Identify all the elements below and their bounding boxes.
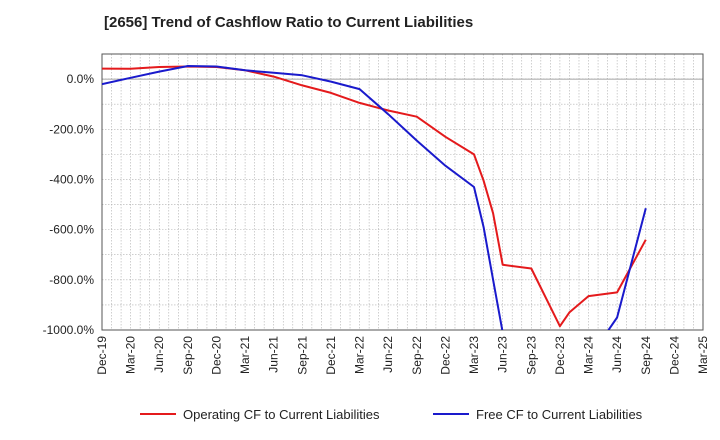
legend-label: Free CF to Current Liabilities <box>476 407 643 422</box>
x-tick-label: Sep-21 <box>295 336 309 375</box>
x-tick-label: Jun-23 <box>496 336 510 373</box>
plot-area <box>102 54 703 330</box>
series-group <box>102 65 647 330</box>
x-tick-label: Dec-24 <box>667 336 681 375</box>
y-tick-label: -400.0% <box>49 172 94 186</box>
y-tick-label: -200.0% <box>49 122 94 136</box>
x-tick-label: Mar-21 <box>238 336 252 374</box>
x-tick-label: Sep-24 <box>639 336 653 375</box>
y-tick-label: -1000.0% <box>43 323 95 337</box>
x-tick-label: Dec-22 <box>438 336 452 375</box>
x-tick-label: Dec-20 <box>209 336 223 375</box>
x-tick-label: Mar-25 <box>696 336 710 374</box>
plot-border <box>101 53 704 331</box>
x-tick-label: Sep-22 <box>410 336 424 375</box>
y-tick-label: -600.0% <box>49 223 94 237</box>
y-tick-label: -800.0% <box>49 273 94 287</box>
x-tick-label: Jun-20 <box>152 336 166 373</box>
series-line-free-cf <box>102 65 647 330</box>
chart-title: [2656] Trend of Cashflow Ratio to Curren… <box>104 14 474 31</box>
x-tick-label: Mar-24 <box>582 336 596 374</box>
x-tick-label: Dec-21 <box>324 336 338 375</box>
x-tick-label: Jun-24 <box>610 336 624 373</box>
legend-label: Operating CF to Current Liabilities <box>183 407 380 422</box>
x-tick-label: Dec-19 <box>95 336 109 375</box>
x-tick-label: Mar-23 <box>467 336 481 374</box>
x-tick-label: Mar-20 <box>124 336 138 374</box>
x-tick-label: Mar-22 <box>353 336 367 374</box>
y-tick-label: 0.0% <box>67 72 95 86</box>
x-tick-label: Jun-21 <box>267 336 281 373</box>
x-tick-label: Dec-23 <box>553 336 567 375</box>
x-tick-label: Sep-23 <box>524 336 538 375</box>
x-tick-label: Jun-22 <box>381 336 395 373</box>
x-tick-label: Sep-20 <box>181 336 195 375</box>
